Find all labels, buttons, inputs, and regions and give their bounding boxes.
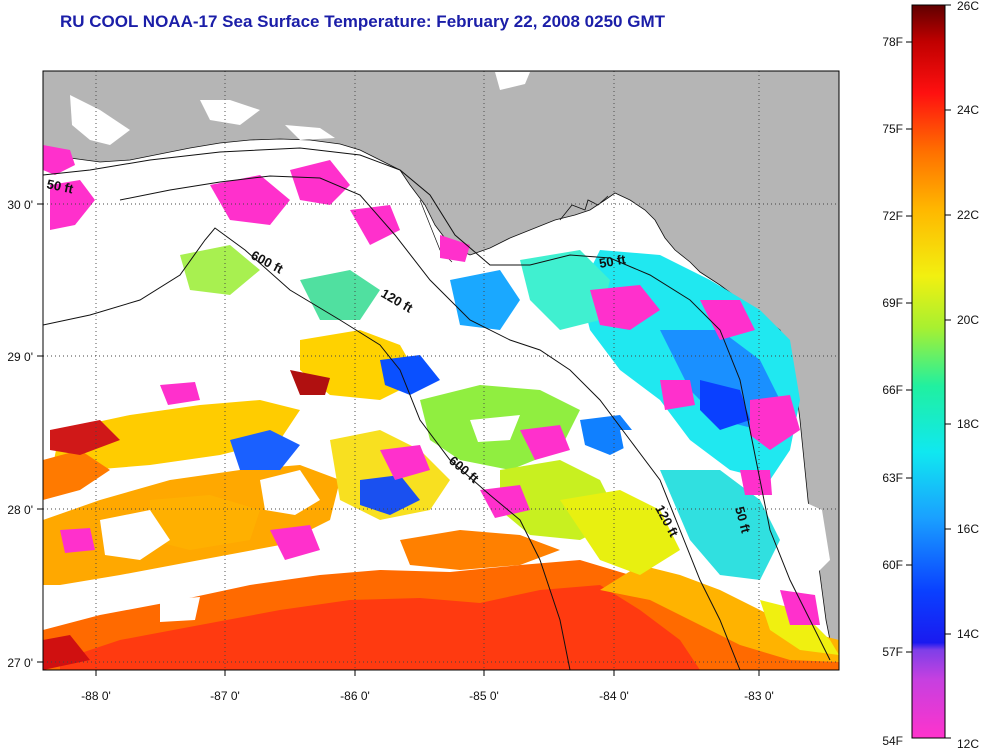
cb-c-14: 14C	[957, 627, 979, 641]
cb-c-22: 22C	[957, 208, 979, 222]
cb-f-72: 72F	[882, 209, 903, 223]
lon-label-83: -83 0'	[744, 689, 774, 703]
contour-120ft	[119, 175, 741, 670]
contour-50ft	[43, 147, 831, 661]
map-title: RU COOL NOAA-17 Sea Surface Temperature:…	[60, 12, 665, 31]
lon-label-86: -86 0'	[340, 689, 370, 703]
cb-f-60: 60F	[882, 558, 903, 572]
cb-c-26: 26C	[957, 0, 979, 13]
lat-label-29: 29 0'	[7, 350, 33, 364]
map-area: 50 ft 600 ft 120 ft 50 ft 600 ft 120 ft …	[43, 71, 839, 670]
lon-label-88: -88 0'	[81, 689, 111, 703]
colorbar-gradient	[911, 4, 946, 739]
cb-c-12: 12C	[957, 737, 979, 751]
lat-label-30: 30 0'	[7, 198, 33, 212]
lat-label-27: 27 0'	[7, 656, 33, 670]
lon-label-84: -84 0'	[599, 689, 629, 703]
lon-label-87: -87 0'	[210, 689, 240, 703]
contour-label-50ft-south: 50 ft	[732, 505, 754, 535]
cb-f-69: 69F	[882, 296, 903, 310]
cb-c-20: 20C	[957, 313, 979, 327]
lat-label-28: 28 0'	[7, 503, 33, 517]
bathymetry-contours	[43, 147, 831, 670]
cb-c-16: 16C	[957, 522, 979, 536]
cb-f-57: 57F	[882, 645, 903, 659]
colorbar: 78F 75F 72F 69F 66F 63F 60F 57F 54F 26C …	[882, 0, 979, 751]
axis-ticks	[37, 203, 760, 676]
lon-label-85: -85 0'	[469, 689, 499, 703]
cb-f-54: 54F	[882, 734, 903, 748]
contour-label-50ft-west: 50 ft	[45, 176, 75, 196]
contour-600ft	[43, 227, 571, 670]
cb-f-78: 78F	[882, 35, 903, 49]
map-frame	[42, 70, 840, 671]
cb-c-24: 24C	[957, 103, 979, 117]
cb-f-63: 63F	[882, 471, 903, 485]
sst-field	[43, 145, 839, 670]
cb-f-75: 75F	[882, 122, 903, 136]
cb-c-18: 18C	[957, 417, 979, 431]
contour-label-50ft-bigbend: 50 ft	[598, 251, 628, 271]
cb-f-66: 66F	[882, 383, 903, 397]
graticule	[43, 71, 839, 670]
